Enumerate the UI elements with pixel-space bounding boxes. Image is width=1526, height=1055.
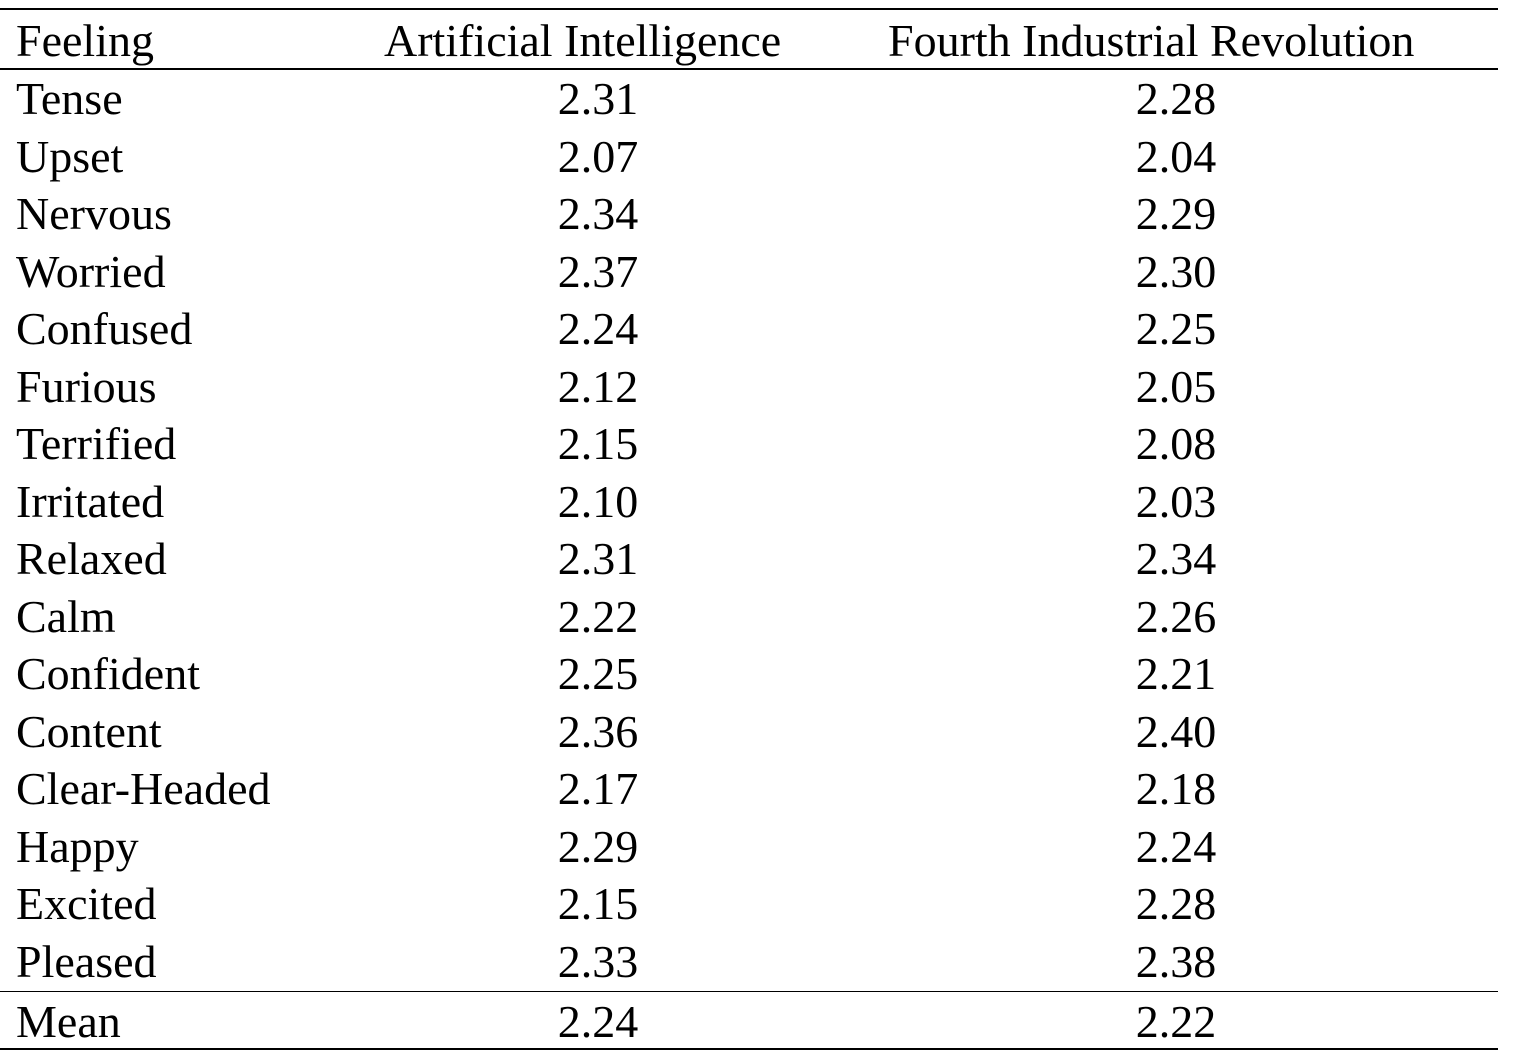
feeling-cell: Confused	[16, 303, 193, 354]
feeling-cell: Worried	[16, 245, 166, 297]
feeling-cell: Content	[16, 705, 162, 757]
header-artificial-intelligence: Artificial Intelligence	[384, 15, 782, 66]
table-row: Confused 2.24 2.25	[0, 300, 1498, 358]
feeling-cell: Pleased	[16, 935, 157, 987]
table-row: Confident 2.25 2.21	[0, 645, 1498, 703]
ai-value-cell: 2.29	[557, 820, 639, 872]
header-feeling: Feeling	[16, 15, 154, 66]
table-row: Relaxed 2.31 2.34	[0, 530, 1498, 588]
fir-value-cell: 2.24	[1135, 820, 1217, 872]
feeling-cell: Relaxed	[16, 533, 167, 584]
table-row: Pleased 2.33 2.38	[0, 933, 1498, 991]
table-row: Worried 2.37 2.30	[0, 243, 1498, 301]
feeling-cell: Upset	[16, 130, 124, 182]
ai-value-cell: 2.15	[557, 878, 639, 929]
feeling-cell: Terrified	[16, 418, 177, 469]
table-row: Upset 2.07 2.04	[0, 128, 1498, 186]
feeling-cell: Irritated	[16, 475, 165, 527]
ai-value-cell: 2.31	[557, 73, 639, 124]
fir-value-cell: 2.38	[1135, 935, 1217, 987]
header-fourth-industrial-revolution: Fourth Industrial Revolution	[888, 15, 1415, 66]
table-top-rule	[0, 8, 1498, 10]
ai-value-cell: 2.24	[557, 303, 639, 354]
fir-value-cell: 2.25	[1135, 303, 1217, 354]
table-row: Terrified 2.15 2.08	[0, 415, 1498, 473]
feeling-cell: Tense	[16, 73, 123, 124]
fir-value-cell: 2.40	[1135, 705, 1217, 757]
ai-value-cell: 2.15	[557, 418, 639, 469]
fir-value-cell: 2.08	[1135, 418, 1217, 469]
table-row: Calm 2.22 2.26	[0, 588, 1498, 646]
feeling-cell: Clear-Headed	[16, 763, 271, 814]
table-row: Happy 2.29 2.24	[0, 818, 1498, 876]
fir-value-cell: 2.18	[1135, 763, 1217, 814]
table-header-row: Feeling Artificial Intelligence Fourth I…	[0, 12, 1498, 70]
ai-value-cell: 2.31	[557, 533, 639, 584]
ai-value-cell: 2.07	[557, 130, 639, 182]
ai-value-cell: 2.36	[557, 705, 639, 757]
fir-value-cell: 2.21	[1135, 648, 1217, 699]
feeling-cell: Furious	[16, 360, 157, 412]
table-row: Excited 2.15 2.28	[0, 875, 1498, 933]
fir-value-cell: 2.29	[1135, 188, 1217, 239]
feeling-cell: Happy	[16, 820, 139, 872]
fir-value-cell: 2.26	[1135, 590, 1217, 642]
fir-value-cell: 2.28	[1135, 878, 1217, 929]
table-row: Content 2.36 2.40	[0, 703, 1498, 761]
mean-label: Mean	[16, 996, 121, 1047]
table-row: Nervous 2.34 2.29	[0, 185, 1498, 243]
table-row: Irritated 2.10 2.03	[0, 473, 1498, 531]
fir-value-cell: 2.03	[1135, 475, 1217, 527]
table-row: Furious 2.12 2.05	[0, 358, 1498, 416]
fir-value-cell: 2.34	[1135, 533, 1217, 584]
ai-value-cell: 2.25	[557, 648, 639, 699]
ai-value-cell: 2.37	[557, 245, 639, 297]
table-mean-rule	[0, 991, 1498, 992]
feeling-cell: Excited	[16, 878, 157, 929]
ai-value-cell: 2.34	[557, 188, 639, 239]
feeling-cell: Confident	[16, 648, 200, 699]
mean-fir-value: 2.22	[1135, 996, 1217, 1047]
ai-value-cell: 2.17	[557, 763, 639, 814]
table-row: Clear-Headed 2.17 2.18	[0, 760, 1498, 818]
fir-value-cell: 2.28	[1135, 73, 1217, 124]
ai-value-cell: 2.12	[557, 360, 639, 412]
ai-value-cell: 2.22	[557, 590, 639, 642]
ai-value-cell: 2.33	[557, 935, 639, 987]
fir-value-cell: 2.30	[1135, 245, 1217, 297]
feeling-cell: Calm	[16, 590, 116, 642]
fir-value-cell: 2.05	[1135, 360, 1217, 412]
table-mean-row: Mean 2.24 2.22	[0, 993, 1498, 1051]
table-row: Tense 2.31 2.28	[0, 70, 1498, 128]
fir-value-cell: 2.04	[1135, 130, 1217, 182]
ai-value-cell: 2.10	[557, 475, 639, 527]
mean-ai-value: 2.24	[557, 996, 639, 1047]
table-header-rule	[0, 68, 1498, 70]
feeling-cell: Nervous	[16, 188, 172, 239]
table-bottom-rule	[0, 1048, 1498, 1050]
